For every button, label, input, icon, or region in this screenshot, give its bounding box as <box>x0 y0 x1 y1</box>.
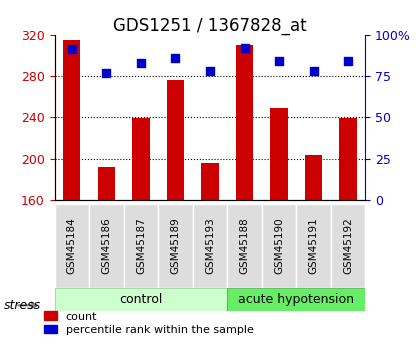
Bar <box>63 40 81 200</box>
Point <box>138 60 144 66</box>
Bar <box>236 45 253 200</box>
FancyBboxPatch shape <box>158 204 193 288</box>
Text: GSM45187: GSM45187 <box>136 217 146 274</box>
FancyBboxPatch shape <box>123 204 158 288</box>
Text: GSM45189: GSM45189 <box>171 217 181 274</box>
Bar <box>132 118 150 200</box>
FancyBboxPatch shape <box>297 204 331 288</box>
Legend: count, percentile rank within the sample: count, percentile rank within the sample <box>39 307 258 339</box>
Text: GSM45193: GSM45193 <box>205 217 215 274</box>
Text: control: control <box>119 293 163 306</box>
FancyBboxPatch shape <box>89 204 123 288</box>
Text: GDS1251 / 1367828_at: GDS1251 / 1367828_at <box>113 17 307 35</box>
Text: GSM45186: GSM45186 <box>101 217 111 274</box>
Bar <box>201 163 219 200</box>
FancyBboxPatch shape <box>331 204 365 288</box>
Text: GSM45190: GSM45190 <box>274 217 284 274</box>
FancyBboxPatch shape <box>227 288 365 310</box>
Text: GSM45184: GSM45184 <box>67 217 77 274</box>
Point <box>207 68 213 74</box>
Text: GSM45192: GSM45192 <box>343 217 353 274</box>
FancyBboxPatch shape <box>227 204 262 288</box>
FancyBboxPatch shape <box>193 204 227 288</box>
Text: acute hypotension: acute hypotension <box>238 293 354 306</box>
Text: GSM45191: GSM45191 <box>309 217 319 274</box>
Point <box>241 45 248 50</box>
FancyBboxPatch shape <box>55 288 227 310</box>
Point <box>68 47 75 52</box>
Point <box>172 55 179 60</box>
Bar <box>98 167 115 200</box>
Text: stress: stress <box>4 299 42 312</box>
Point <box>310 68 317 74</box>
Bar <box>305 155 322 200</box>
Point <box>345 58 352 64</box>
Bar <box>339 118 357 200</box>
FancyBboxPatch shape <box>55 204 89 288</box>
Bar <box>167 80 184 200</box>
Bar <box>270 108 288 200</box>
Point <box>103 70 110 75</box>
Point <box>276 58 282 64</box>
Text: GSM45188: GSM45188 <box>239 217 249 274</box>
FancyBboxPatch shape <box>262 204 297 288</box>
